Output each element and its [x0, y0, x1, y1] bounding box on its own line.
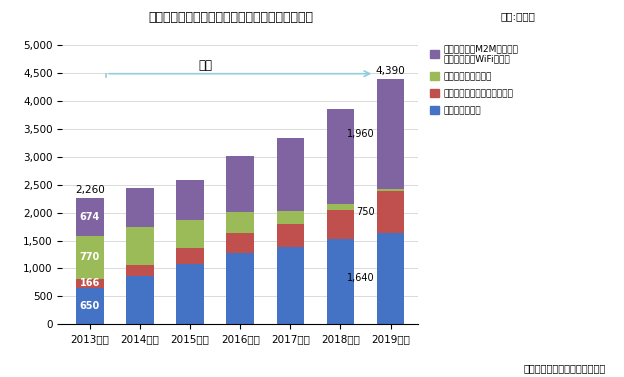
Bar: [326, 239, 354, 324]
Bar: [126, 187, 154, 227]
Text: 予測: 予測: [198, 59, 212, 72]
Text: 770: 770: [80, 252, 100, 262]
Text: 4,390: 4,390: [376, 66, 406, 76]
Bar: [227, 156, 254, 212]
Bar: [276, 224, 304, 247]
Bar: [276, 138, 304, 211]
Bar: [227, 212, 254, 233]
Bar: [76, 236, 104, 279]
Bar: [326, 210, 354, 239]
Bar: [76, 198, 104, 236]
Text: 1,960: 1,960: [347, 129, 375, 139]
Bar: [126, 227, 154, 265]
Text: 1,640: 1,640: [347, 273, 375, 284]
Legend: データ端末、M2Mモジュー
ル、モバイルWiFiルータ, フィーチャーフォン, タブレット端末（回線込み）, スマートフォン: データ端末、M2Mモジュー ル、モバイルWiFiルータ, フィーチャーフォン, …: [430, 44, 518, 115]
Bar: [326, 109, 354, 204]
Text: 650: 650: [80, 301, 100, 311]
Bar: [377, 79, 404, 188]
Bar: [227, 233, 254, 253]
Bar: [276, 211, 304, 224]
Bar: [76, 279, 104, 288]
Bar: [326, 204, 354, 210]
Bar: [126, 265, 154, 276]
Bar: [126, 276, 154, 324]
Bar: [76, 288, 104, 324]
Text: 国内の法人向けモバイル端末　形態別契約数予測: 国内の法人向けモバイル端末 形態別契約数予測: [149, 11, 313, 24]
Bar: [177, 248, 204, 264]
Bar: [377, 233, 404, 324]
Bar: [177, 221, 204, 248]
Bar: [377, 188, 404, 191]
Text: 単位:万契約: 単位:万契約: [500, 11, 535, 21]
Text: （シード・プランニング作成）: （シード・プランニング作成）: [523, 363, 605, 373]
Bar: [276, 247, 304, 324]
Bar: [177, 180, 204, 221]
Bar: [227, 253, 254, 324]
Bar: [377, 191, 404, 233]
Text: 166: 166: [80, 278, 100, 288]
Text: 674: 674: [80, 212, 100, 222]
Bar: [177, 264, 204, 324]
Text: 2,260: 2,260: [75, 185, 105, 195]
Text: 750: 750: [356, 207, 375, 217]
